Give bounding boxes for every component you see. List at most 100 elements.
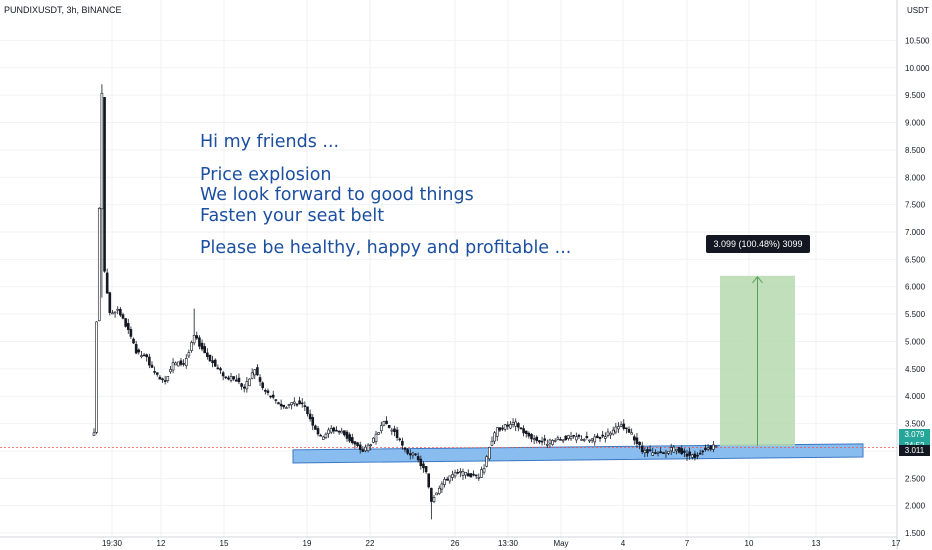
candle-up — [582, 439, 586, 441]
candle-down — [469, 473, 473, 478]
y-tick-label: 4.000 — [905, 392, 926, 401]
candle-down — [401, 440, 404, 446]
candle-up — [561, 439, 565, 442]
candle-down — [638, 441, 641, 445]
note-spacer — [200, 153, 571, 165]
candle-down — [303, 405, 307, 407]
candle-up — [92, 432, 96, 436]
candle-up — [250, 372, 254, 379]
candle-up — [546, 444, 549, 446]
candle-down — [704, 447, 707, 451]
candle-up — [606, 431, 610, 436]
y-tick-label: 2.000 — [905, 502, 926, 511]
candle-down — [155, 372, 159, 375]
candle-up — [329, 428, 333, 433]
candle-up — [248, 378, 251, 387]
candle-up — [432, 497, 436, 503]
candle-up — [111, 312, 114, 315]
candle-down — [522, 428, 525, 434]
candle-down — [408, 453, 412, 456]
candle-up — [651, 452, 655, 456]
candle-down — [137, 349, 141, 353]
y-tick-label: 8.500 — [905, 146, 926, 155]
candle-down — [474, 474, 478, 477]
candle-up — [588, 439, 591, 442]
candle-down — [163, 380, 167, 382]
candle-down — [132, 338, 135, 344]
candle-down — [108, 292, 112, 313]
candle-up — [113, 311, 117, 314]
candle-down — [216, 367, 220, 370]
candle-up — [290, 402, 293, 406]
candle-up — [619, 424, 623, 427]
candle-up — [509, 424, 512, 429]
candle-down — [559, 439, 562, 441]
price-range-label: 3.099 (100.48%) 3099 — [706, 235, 810, 253]
y-tick-label: 4.500 — [905, 365, 926, 374]
candle-down — [625, 427, 628, 430]
candle-down — [103, 97, 106, 272]
candle-up — [97, 207, 101, 322]
candle-up — [556, 437, 560, 440]
candle-down — [240, 383, 243, 387]
candle-up — [482, 468, 486, 473]
candle-down — [195, 335, 199, 339]
candle-down — [627, 428, 631, 433]
candle-down — [430, 487, 433, 502]
candle-down — [640, 445, 644, 453]
candle-down — [213, 359, 217, 367]
candle-down — [398, 438, 402, 441]
candle-down — [343, 430, 346, 436]
candle-down — [661, 452, 665, 454]
x-tick-label: 7 — [685, 539, 690, 548]
candle-up — [411, 452, 415, 456]
candle-up — [488, 447, 491, 460]
candle-down — [601, 434, 604, 437]
candle-up — [548, 439, 552, 444]
candle-down — [266, 390, 270, 393]
candle-up — [690, 454, 694, 458]
candle-down — [622, 423, 626, 429]
candle-up — [490, 440, 494, 446]
note-line-forward: We look forward to good things — [200, 185, 474, 205]
symbol-label[interactable]: PUNDIXUSDT, 3h, BINANCE — [4, 5, 122, 15]
candle-down — [635, 437, 639, 444]
candle-up — [324, 433, 328, 438]
y-tick-label: 6.500 — [905, 255, 926, 264]
candle-down — [709, 445, 713, 450]
candle-down — [279, 403, 283, 407]
y-tick-label: 8.000 — [905, 173, 926, 182]
candle-up — [171, 362, 175, 371]
candle-down — [688, 451, 691, 456]
candle-up — [140, 355, 143, 357]
candle-down — [632, 436, 636, 441]
candle-down — [242, 386, 246, 389]
candle-down — [219, 368, 222, 371]
candle-down — [206, 352, 209, 357]
candle-up — [609, 432, 612, 436]
candle-down — [335, 429, 338, 432]
price-axis[interactable]: 10.500 10.000 9.500 9.000 8.500 8.000 7.500 7.0… — [896, 0, 930, 550]
candle-down — [445, 478, 449, 481]
candle-down — [300, 402, 304, 405]
candle-up — [569, 436, 573, 440]
candle-down — [316, 428, 320, 435]
candle-down — [685, 453, 689, 457]
candle-down — [680, 448, 684, 455]
candle-down — [361, 449, 365, 452]
candle-down — [119, 308, 122, 316]
y-tick-label: 10.500 — [905, 36, 930, 45]
candle-down — [148, 356, 151, 366]
x-tick-label: 13 — [812, 539, 821, 548]
candle-up — [477, 476, 481, 479]
candle-down — [105, 272, 109, 294]
candle-down — [540, 440, 544, 443]
y-tick-label: 6.000 — [905, 283, 926, 292]
support-zone[interactable] — [292, 443, 864, 464]
x-tick-label: 17 — [892, 539, 901, 548]
candle-down — [416, 456, 420, 461]
candle-up — [553, 440, 557, 442]
candle-down — [577, 434, 581, 437]
time-axis[interactable]: 19:30 12 15 19 22 26 13:30 May 4 7 10 13 17 — [0, 536, 901, 548]
